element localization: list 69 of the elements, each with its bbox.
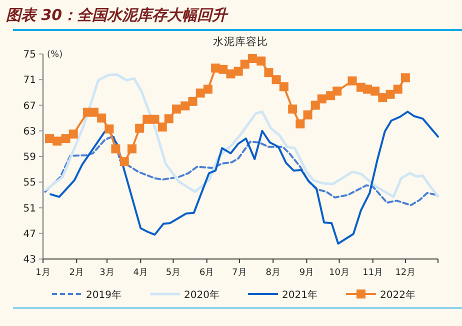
point [234, 66, 243, 76]
point [120, 157, 129, 166]
point [111, 144, 120, 154]
point [256, 56, 266, 66]
point [104, 124, 114, 134]
point [296, 119, 305, 128]
point [188, 96, 198, 106]
y-tick-label: 59 [23, 152, 36, 163]
title: 图表 30：全国水泥库存大幅回升 [6, 6, 228, 24]
point [240, 60, 250, 69]
point [393, 84, 402, 94]
point [226, 69, 236, 78]
y-tick-label: 43 [23, 254, 36, 266]
x-tick-label: 7月 [232, 268, 247, 278]
point [303, 110, 312, 120]
x-tick-label: 9月 [299, 268, 314, 278]
point [288, 104, 298, 114]
y-tick-label: 55 [23, 178, 36, 189]
y-tick-label: 63 [23, 126, 36, 138]
point [386, 90, 395, 99]
x-tick-label: 4月 [133, 268, 148, 278]
x-tick-label: 2月 [69, 268, 84, 278]
point [400, 73, 410, 82]
y-tick-label: 71 [23, 75, 36, 86]
point [218, 64, 228, 74]
point [150, 114, 160, 124]
x-tick-label: 8月 [266, 268, 280, 278]
legend-label: 2019年 [86, 289, 122, 301]
line-series [45, 73, 440, 198]
point [279, 82, 288, 92]
chart-subtitle: 水泥库容比 [213, 35, 268, 48]
legend-label: 2022年 [380, 289, 416, 301]
x-tick-label: 5月 [166, 268, 181, 278]
y-tick-label: 67 [23, 100, 36, 112]
point [203, 84, 212, 94]
legend-label: 2020年 [184, 289, 220, 301]
point [317, 94, 326, 104]
point [348, 76, 357, 86]
point [248, 54, 257, 63]
point [61, 134, 70, 144]
x-tick-label: 3月 [100, 268, 114, 278]
x-tick-label: 10月 [329, 268, 350, 278]
point [97, 114, 106, 123]
y-tick-label: 51 [23, 203, 36, 214]
point [332, 86, 342, 96]
point [158, 122, 167, 132]
point [172, 104, 181, 114]
point [310, 100, 320, 110]
point [68, 130, 78, 139]
x-tick-label: 6月 [199, 268, 214, 278]
point [127, 144, 136, 154]
point [264, 68, 274, 78]
point [180, 101, 190, 110]
legend-label: 2021年 [282, 289, 318, 301]
point [196, 88, 205, 98]
point [378, 93, 388, 102]
line-series [44, 135, 438, 206]
point [272, 75, 281, 84]
point [370, 86, 380, 96]
point [135, 124, 144, 133]
x-tick-label: 1月 [36, 268, 50, 278]
point [90, 108, 99, 117]
x-tick-label: 12月 [395, 268, 416, 278]
y-tick-label: 75 [23, 50, 36, 60]
point [164, 114, 174, 124]
x-tick-label: 11月 [362, 268, 384, 278]
y-tick-label: 47 [23, 228, 36, 240]
y-axis-title: (%) [47, 50, 63, 60]
line-series [50, 110, 439, 245]
